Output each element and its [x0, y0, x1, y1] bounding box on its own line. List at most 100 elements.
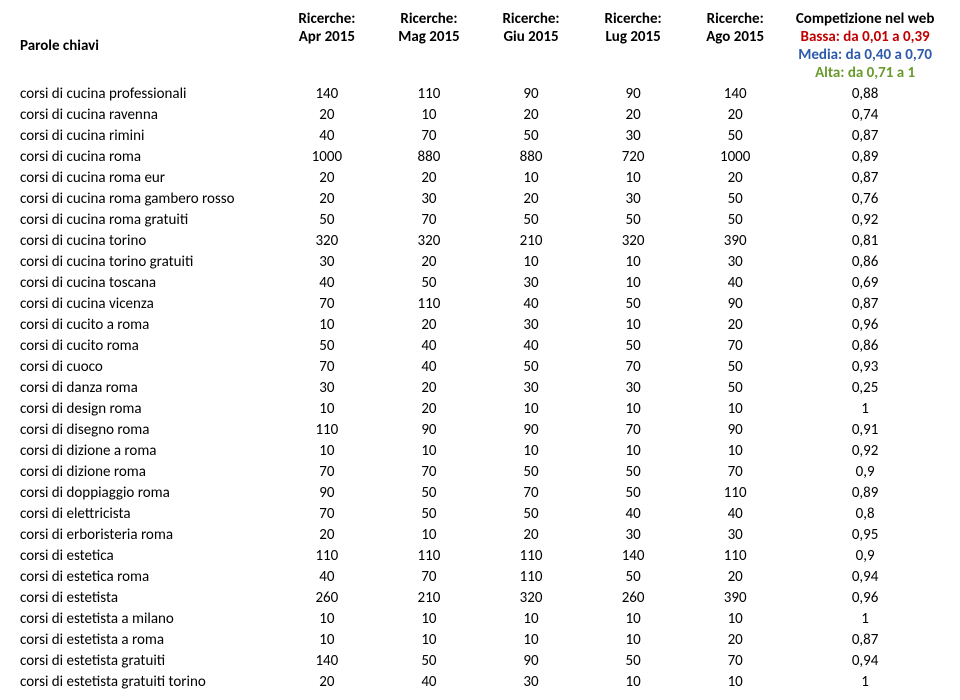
- cell-value: 20: [684, 314, 786, 335]
- cell-value: 10: [378, 524, 480, 545]
- cell-value: 10: [684, 440, 786, 461]
- cell-keyword: corsi di cucito a roma: [16, 314, 276, 335]
- cell-value: 90: [378, 419, 480, 440]
- cell-value: 90: [480, 83, 582, 104]
- header-month-3-line1: Ricerche:: [605, 10, 662, 28]
- table-row: corsi di dizione a roma10101010100,92: [16, 440, 944, 461]
- header-month-3: Ricerche: Lug 2015: [582, 8, 684, 83]
- cell-value: 20: [480, 104, 582, 125]
- table-row: corsi di estetica roma407011050200,94: [16, 566, 944, 587]
- table-row: corsi di cucina ravenna20102020200,74: [16, 104, 944, 125]
- cell-value: 50: [582, 482, 684, 503]
- cell-competition: 1: [786, 398, 944, 419]
- cell-value: 10: [582, 272, 684, 293]
- table-row: corsi di estetista a milano10101010101: [16, 608, 944, 629]
- table-row: corsi di cuoco70405070500,93: [16, 356, 944, 377]
- cell-value: 50: [582, 209, 684, 230]
- cell-value: 10: [480, 167, 582, 188]
- cell-value: 40: [684, 272, 786, 293]
- cell-competition: 0,81: [786, 230, 944, 251]
- cell-value: 20: [684, 566, 786, 587]
- table-row: corsi di estetica1101101101401100,9: [16, 545, 944, 566]
- cell-value: 30: [582, 125, 684, 146]
- cell-value: 50: [480, 461, 582, 482]
- table-row: corsi di dizione roma70705050700,9: [16, 461, 944, 482]
- cell-value: 20: [276, 167, 378, 188]
- cell-value: 10: [582, 671, 684, 692]
- cell-competition: 0,92: [786, 209, 944, 230]
- cell-competition: 0,87: [786, 293, 944, 314]
- cell-value: 90: [684, 293, 786, 314]
- table-row: corsi di estetista2602103202603900,96: [16, 587, 944, 608]
- cell-value: 70: [378, 461, 480, 482]
- competition-high: Alta: da 0,71 a 1: [790, 64, 940, 82]
- cell-value: 10: [276, 398, 378, 419]
- cell-value: 50: [480, 503, 582, 524]
- cell-value: 70: [276, 293, 378, 314]
- cell-value: 10: [378, 629, 480, 650]
- cell-value: 30: [582, 524, 684, 545]
- cell-value: 70: [378, 566, 480, 587]
- table-row: corsi di cucina roma gratuiti50705050500…: [16, 209, 944, 230]
- cell-keyword: corsi di cucina roma gratuiti: [16, 209, 276, 230]
- cell-value: 20: [684, 629, 786, 650]
- cell-value: 40: [378, 335, 480, 356]
- cell-value: 140: [276, 83, 378, 104]
- header-month-1-line2: Mag 2015: [398, 28, 459, 46]
- cell-value: 30: [684, 251, 786, 272]
- cell-value: 10: [582, 440, 684, 461]
- header-month-2-line1: Ricerche:: [502, 10, 559, 28]
- cell-value: 20: [276, 188, 378, 209]
- cell-value: 70: [276, 461, 378, 482]
- cell-value: 20: [378, 398, 480, 419]
- table-row: corsi di cucito a roma10203010200,96: [16, 314, 944, 335]
- table-row: corsi di cucito roma50404050700,86: [16, 335, 944, 356]
- cell-value: 110: [276, 419, 378, 440]
- cell-value: 50: [684, 125, 786, 146]
- header-keyword: Parole chiavi: [16, 8, 276, 83]
- table-header: Parole chiavi Ricerche: Apr 2015 Ricerch…: [16, 8, 944, 83]
- cell-value: 10: [480, 629, 582, 650]
- cell-value: 880: [378, 146, 480, 167]
- cell-value: 50: [684, 377, 786, 398]
- cell-value: 50: [276, 335, 378, 356]
- cell-value: 10: [684, 671, 786, 692]
- cell-value: 30: [378, 188, 480, 209]
- cell-value: 70: [582, 419, 684, 440]
- cell-value: 50: [582, 293, 684, 314]
- cell-value: 10: [276, 608, 378, 629]
- cell-keyword: corsi di cucina torino gratuiti: [16, 251, 276, 272]
- cell-value: 20: [480, 524, 582, 545]
- cell-competition: 0,8: [786, 503, 944, 524]
- cell-value: 40: [276, 566, 378, 587]
- cell-value: 40: [276, 272, 378, 293]
- cell-value: 10: [480, 251, 582, 272]
- cell-value: 10: [582, 314, 684, 335]
- cell-value: 10: [276, 629, 378, 650]
- cell-competition: 0,95: [786, 524, 944, 545]
- competition-low: Bassa: da 0,01 a 0,39: [790, 28, 940, 46]
- header-month-4: Ricerche: Ago 2015: [684, 8, 786, 83]
- table-body: corsi di cucina professionali14011090901…: [16, 83, 944, 692]
- cell-competition: 1: [786, 671, 944, 692]
- cell-value: 20: [582, 104, 684, 125]
- cell-value: 90: [480, 419, 582, 440]
- cell-competition: 0,87: [786, 629, 944, 650]
- cell-competition: 0,88: [786, 83, 944, 104]
- cell-keyword: corsi di danza roma: [16, 377, 276, 398]
- cell-value: 40: [582, 503, 684, 524]
- table-row: corsi di cucina roma eur20201010200,87: [16, 167, 944, 188]
- cell-keyword: corsi di estetista a roma: [16, 629, 276, 650]
- cell-keyword: corsi di cucina torino: [16, 230, 276, 251]
- cell-keyword: corsi di disegno roma: [16, 419, 276, 440]
- cell-keyword: corsi di design roma: [16, 398, 276, 419]
- cell-value: 40: [480, 293, 582, 314]
- cell-value: 10: [276, 314, 378, 335]
- cell-value: 50: [480, 125, 582, 146]
- table-row: corsi di estetista a roma10101010200,87: [16, 629, 944, 650]
- cell-value: 390: [684, 230, 786, 251]
- cell-competition: 0,86: [786, 251, 944, 272]
- cell-value: 20: [378, 314, 480, 335]
- cell-keyword: corsi di estetista: [16, 587, 276, 608]
- cell-value: 110: [378, 293, 480, 314]
